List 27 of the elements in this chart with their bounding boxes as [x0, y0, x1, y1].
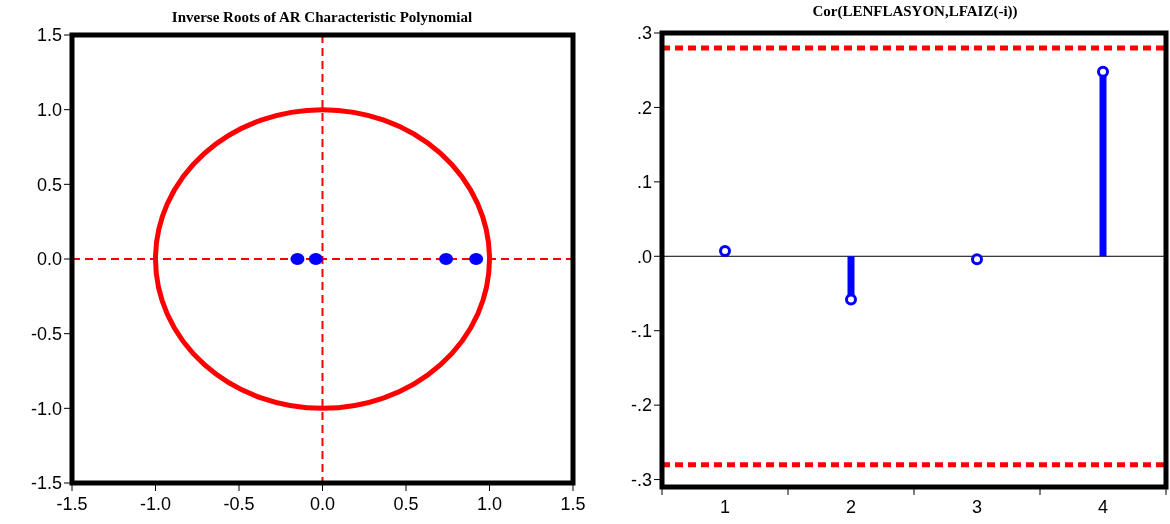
y-tick-label: 1.0 — [36, 99, 62, 120]
x-tick-label: -1.0 — [139, 494, 172, 514]
x-tick-label: 1.5 — [560, 494, 586, 514]
x-tick-label: 4 — [1097, 497, 1109, 517]
y-tick-label: .2 — [636, 97, 652, 118]
y-tick-label: -.1 — [630, 321, 652, 341]
chart-title: Inverse Roots of AR Characteristic Polynomial — [171, 9, 473, 25]
x-tick-label: 0.0 — [309, 494, 336, 514]
y-tick-label: -1.0 — [30, 398, 62, 419]
x-tick-label: 1.0 — [476, 494, 503, 514]
y-tick-label: 0.5 — [36, 174, 62, 195]
x-tick-label: 2 — [845, 497, 857, 517]
y-tick-label: -0.5 — [30, 323, 62, 344]
y-tick-label: -.2 — [630, 395, 652, 416]
y-tick-label: .3 — [636, 23, 652, 44]
y-tick-label: -.3 — [630, 469, 652, 490]
y-tick-label: .0 — [636, 246, 652, 267]
y-tick-label: 1.5 — [36, 25, 62, 46]
chart-title: Cor(LENFLASYON,LFAIZ(-i)) — [812, 3, 1018, 20]
y-tick-label: 0.0 — [36, 249, 62, 270]
x-tick-label: 0.5 — [393, 494, 419, 514]
y-tick-label: .1 — [636, 172, 652, 193]
x-tick-label: -1.5 — [56, 494, 88, 514]
x-tick-label: -0.5 — [223, 494, 255, 514]
x-tick-label: 1 — [719, 497, 731, 517]
y-tick-label: -1.5 — [30, 473, 62, 494]
x-tick-label: 3 — [971, 497, 983, 517]
